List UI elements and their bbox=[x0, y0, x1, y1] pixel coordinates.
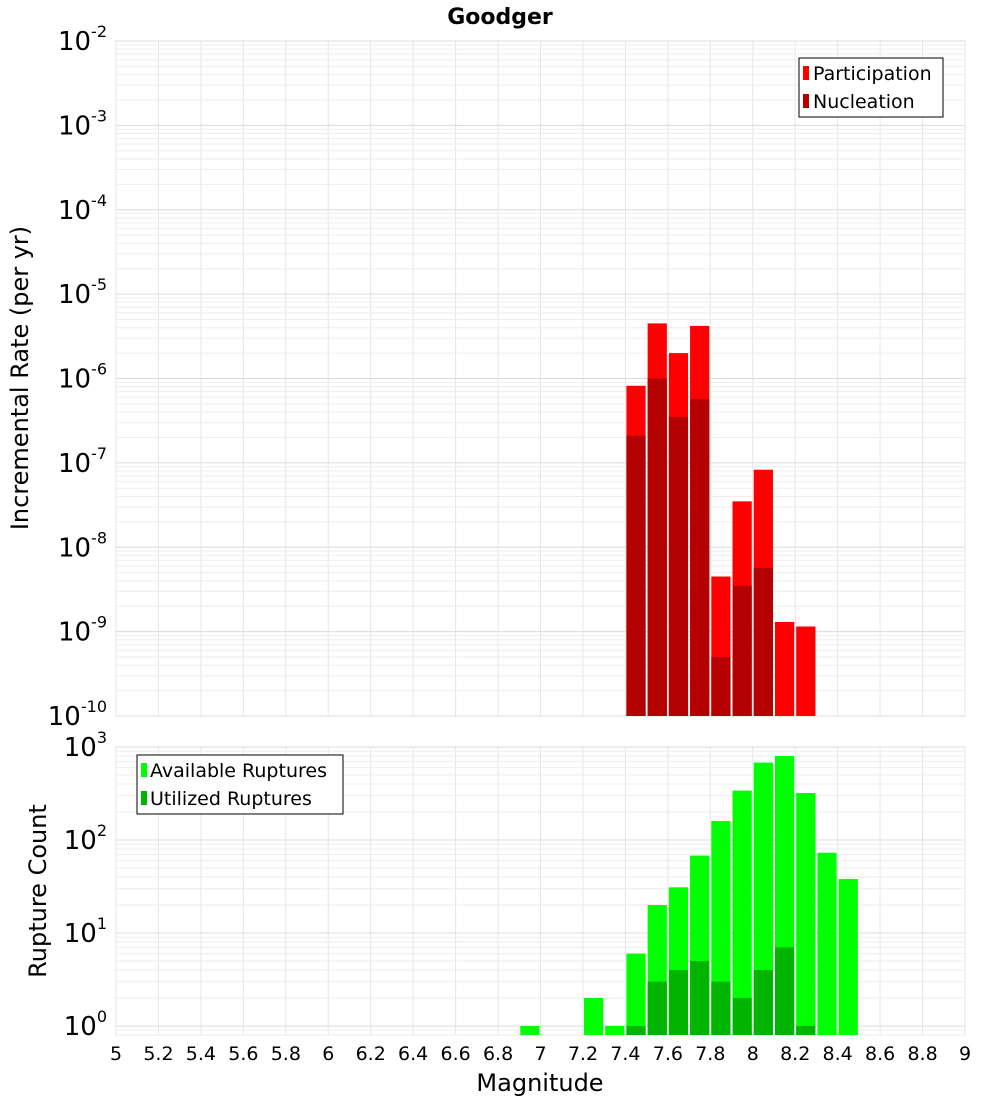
bottom-bar-series2 bbox=[774, 947, 795, 1035]
x-tick-label: 5.8 bbox=[271, 1043, 301, 1065]
top-y-tick-label: 10-10 bbox=[48, 697, 107, 732]
bottom-bar-series1 bbox=[817, 852, 837, 1035]
top-y-tick-label: 10-2 bbox=[58, 22, 107, 57]
top-bar-series2 bbox=[647, 378, 667, 716]
bottom-y-tick-label: 102 bbox=[64, 821, 107, 856]
top-bars bbox=[626, 323, 816, 716]
bottom-y-tick-label: 103 bbox=[64, 728, 107, 763]
bottom-bar-series2 bbox=[626, 1025, 646, 1035]
top-bar-series1 bbox=[774, 622, 795, 716]
top-y-tick-label: 10-7 bbox=[58, 444, 107, 479]
top-y-tick-label: 10-3 bbox=[58, 106, 107, 141]
bottom-legend: Available Ruptures Utilized Ruptures bbox=[136, 754, 344, 815]
bottom-y-tick-label: 100 bbox=[64, 1007, 107, 1042]
top-legend: Participation Nucleation bbox=[798, 57, 944, 118]
x-tick-labels: 5 5.2 5.4 5.6 5.8 6 6.2 6.4 6.6 6.8 7 7.2 7.4 7.6 7.8 8… bbox=[110, 1043, 971, 1065]
top-y-tick-label: 10-6 bbox=[58, 360, 107, 395]
x-tick-label: 6.6 bbox=[440, 1043, 470, 1065]
x-tick-label: 8 bbox=[747, 1043, 759, 1065]
legend-swatch-participation bbox=[803, 66, 809, 80]
x-tick-label: 8.2 bbox=[780, 1043, 810, 1065]
bottom-y-axis-label: Rupture Count bbox=[24, 804, 52, 978]
bottom-bars bbox=[520, 756, 858, 1035]
x-tick-label: 8.8 bbox=[907, 1043, 937, 1065]
bottom-y-tick-labels: 103 102 101 100 bbox=[64, 728, 107, 1042]
bottom-bar-series2 bbox=[711, 981, 731, 1035]
bottom-bar-series1 bbox=[711, 821, 731, 1035]
top-bar-series2 bbox=[753, 567, 773, 716]
top-bar-series2 bbox=[690, 399, 710, 716]
legend-swatch-utilized bbox=[141, 791, 147, 805]
x-tick-label: 7.4 bbox=[610, 1043, 640, 1065]
x-tick-label: 7 bbox=[534, 1043, 546, 1065]
bottom-bar-series2 bbox=[647, 981, 667, 1035]
top-grid bbox=[115, 40, 966, 717]
legend-label-participation: Participation bbox=[813, 63, 932, 85]
bottom-bar-series1 bbox=[583, 997, 604, 1035]
bottom-legend-box bbox=[136, 754, 344, 815]
bottom-bar-series2 bbox=[753, 969, 773, 1035]
top-y-axis-label: Incremental Rate (per yr) bbox=[6, 226, 34, 530]
bottom-bar-series2 bbox=[690, 960, 710, 1035]
x-tick-label: 7.6 bbox=[653, 1043, 683, 1065]
x-tick-label: 5 bbox=[110, 1043, 122, 1065]
bottom-bar-series1 bbox=[796, 793, 816, 1035]
top-bar-series2 bbox=[668, 416, 689, 716]
bottom-bar-series2 bbox=[732, 997, 752, 1035]
chart-title: Goodger bbox=[447, 5, 553, 30]
bottom-bar-series1 bbox=[520, 1025, 540, 1035]
top-bar-series2 bbox=[626, 435, 646, 716]
bottom-bar-series1 bbox=[838, 879, 858, 1035]
top-y-tick-label: 10-8 bbox=[58, 528, 107, 563]
bottom-panel: 103 102 101 100 5 5.2 5.4 5.6 5.8 6 6.2 6.4 6.6 6.8 7… bbox=[24, 728, 971, 1097]
legend-label-available: Available Ruptures bbox=[150, 760, 327, 782]
x-tick-label: 7.2 bbox=[568, 1043, 598, 1065]
x-tick-label: 8.4 bbox=[823, 1043, 853, 1065]
top-bar-series2 bbox=[711, 657, 731, 716]
x-tick-label: 8.6 bbox=[865, 1043, 895, 1065]
legend-swatch-available bbox=[141, 763, 147, 777]
top-y-tick-label: 10-9 bbox=[58, 613, 107, 648]
bottom-bar-series1 bbox=[626, 953, 646, 1035]
x-tick-label: 7.8 bbox=[695, 1043, 725, 1065]
bottom-bar-series1 bbox=[753, 762, 773, 1035]
x-tick-label: 6 bbox=[322, 1043, 334, 1065]
top-panel: 10-2 10-3 10-4 10-5 10-6 10-7 10-8 10-9 10-10 In… bbox=[6, 22, 966, 732]
top-y-tick-labels: 10-2 10-3 10-4 10-5 10-6 10-7 10-8 10-9 10-10 bbox=[48, 22, 107, 732]
x-axis-label: Magnitude bbox=[476, 1069, 603, 1097]
top-bar-series1 bbox=[796, 626, 816, 716]
x-tick-label: 5.4 bbox=[186, 1043, 216, 1065]
x-tick-label: 6.8 bbox=[483, 1043, 513, 1065]
x-tick-label: 5.2 bbox=[143, 1043, 173, 1065]
x-tick-label: 9 bbox=[959, 1043, 971, 1065]
x-tick-label: 6.4 bbox=[398, 1043, 428, 1065]
legend-label-nucleation: Nucleation bbox=[813, 91, 915, 113]
top-bar-series2 bbox=[732, 585, 752, 716]
bottom-bar-series2 bbox=[796, 1025, 816, 1035]
legend-label-utilized: Utilized Ruptures bbox=[150, 788, 312, 810]
legend-swatch-nucleation bbox=[803, 94, 809, 108]
top-y-tick-label: 10-5 bbox=[58, 275, 107, 310]
bottom-y-tick-label: 101 bbox=[64, 914, 107, 949]
top-legend-box bbox=[798, 57, 944, 118]
x-tick-label: 5.6 bbox=[228, 1043, 258, 1065]
top-y-tick-label: 10-4 bbox=[58, 191, 107, 226]
bottom-bar-series2 bbox=[668, 969, 689, 1035]
bottom-bar-series1 bbox=[732, 790, 752, 1035]
x-tick-label: 6.2 bbox=[356, 1043, 386, 1065]
bottom-bar-series1 bbox=[605, 1025, 625, 1035]
